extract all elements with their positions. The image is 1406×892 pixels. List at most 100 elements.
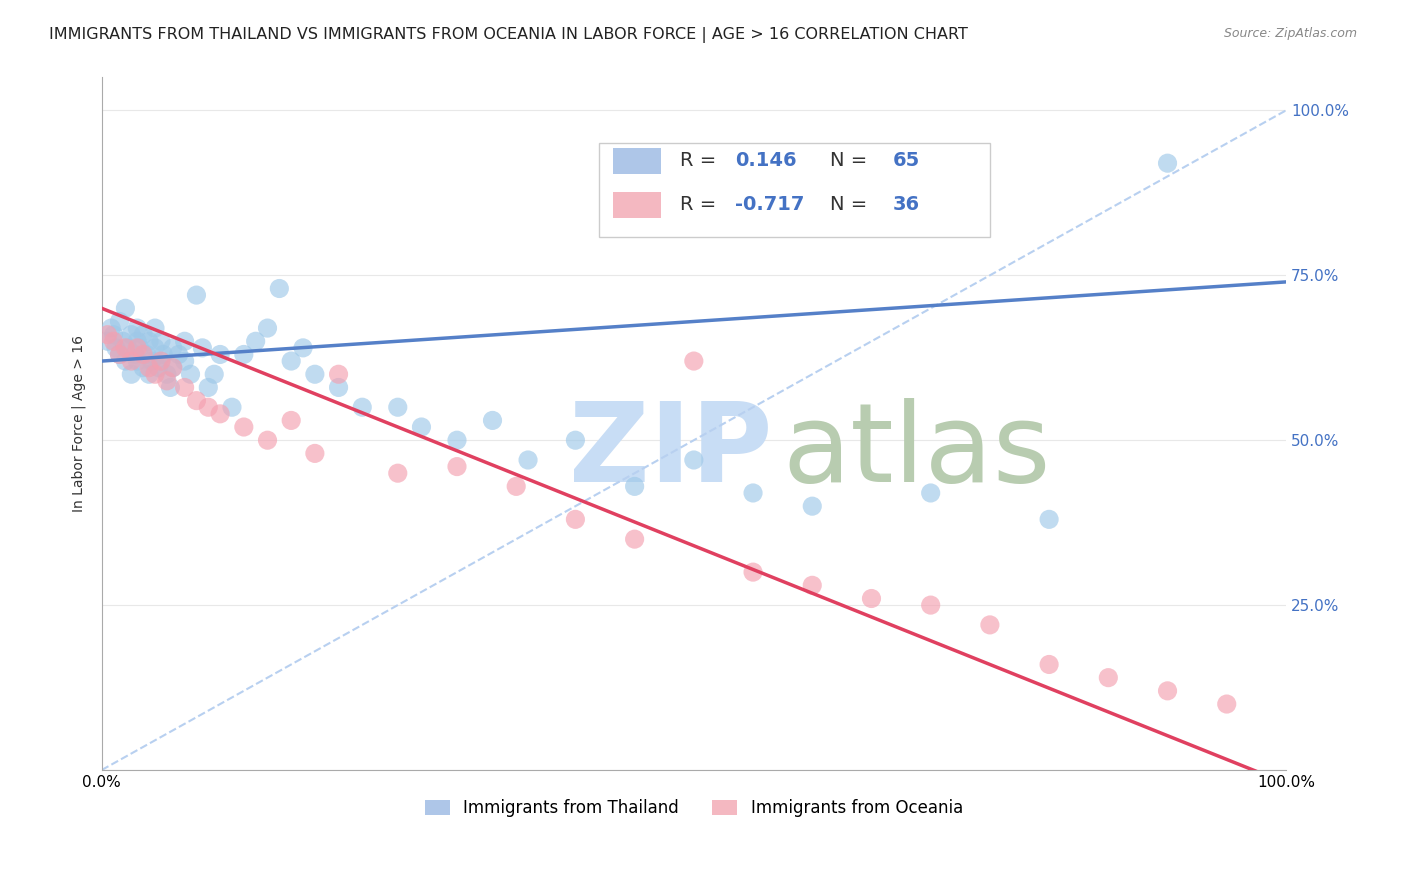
Point bbox=[304, 446, 326, 460]
Point bbox=[481, 413, 503, 427]
Point bbox=[173, 334, 195, 349]
Point bbox=[120, 327, 142, 342]
Point bbox=[132, 327, 155, 342]
Point bbox=[256, 321, 278, 335]
Point bbox=[132, 347, 155, 361]
Point bbox=[446, 434, 468, 448]
Point bbox=[120, 368, 142, 382]
Point bbox=[209, 347, 232, 361]
Point bbox=[682, 453, 704, 467]
Point bbox=[114, 301, 136, 316]
Point bbox=[505, 479, 527, 493]
Point bbox=[114, 354, 136, 368]
Point bbox=[149, 354, 172, 368]
Point bbox=[143, 368, 166, 382]
Point bbox=[446, 459, 468, 474]
Point bbox=[156, 368, 179, 382]
Point bbox=[328, 380, 350, 394]
Point bbox=[742, 486, 765, 500]
Point bbox=[97, 327, 120, 342]
Point bbox=[108, 314, 131, 328]
Text: 36: 36 bbox=[893, 194, 920, 214]
Point bbox=[280, 354, 302, 368]
Point bbox=[232, 420, 254, 434]
Point bbox=[162, 360, 184, 375]
Legend: Immigrants from Thailand, Immigrants from Oceania: Immigrants from Thailand, Immigrants fro… bbox=[418, 793, 970, 824]
Point bbox=[120, 354, 142, 368]
Point bbox=[304, 368, 326, 382]
Point bbox=[564, 512, 586, 526]
Point bbox=[124, 347, 146, 361]
Point bbox=[149, 354, 172, 368]
Point bbox=[564, 434, 586, 448]
Text: N =: N = bbox=[830, 194, 873, 214]
Point bbox=[103, 334, 125, 349]
Point bbox=[162, 341, 184, 355]
Point bbox=[682, 354, 704, 368]
Point bbox=[209, 407, 232, 421]
Point bbox=[159, 380, 181, 394]
Point bbox=[1097, 671, 1119, 685]
Point bbox=[127, 321, 149, 335]
FancyBboxPatch shape bbox=[613, 192, 661, 218]
Point bbox=[156, 374, 179, 388]
Point bbox=[197, 380, 219, 394]
Point bbox=[108, 347, 131, 361]
Point bbox=[1038, 512, 1060, 526]
Point bbox=[180, 368, 202, 382]
Point bbox=[152, 347, 174, 361]
FancyBboxPatch shape bbox=[599, 144, 990, 236]
Point bbox=[920, 486, 942, 500]
Text: atlas: atlas bbox=[783, 398, 1052, 505]
Text: 65: 65 bbox=[893, 151, 920, 170]
Point bbox=[108, 347, 131, 361]
Point bbox=[173, 380, 195, 394]
Point bbox=[245, 334, 267, 349]
Point bbox=[138, 360, 160, 375]
Text: -0.717: -0.717 bbox=[735, 194, 804, 214]
Point bbox=[104, 341, 127, 355]
Point bbox=[135, 347, 157, 361]
Point bbox=[162, 360, 184, 375]
Point bbox=[860, 591, 883, 606]
Text: ZIP: ZIP bbox=[569, 398, 773, 505]
Point bbox=[920, 598, 942, 612]
Text: IMMIGRANTS FROM THAILAND VS IMMIGRANTS FROM OCEANIA IN LABOR FORCE | AGE > 16 CO: IMMIGRANTS FROM THAILAND VS IMMIGRANTS F… bbox=[49, 27, 969, 43]
Point bbox=[221, 401, 243, 415]
Point bbox=[202, 368, 225, 382]
Y-axis label: In Labor Force | Age > 16: In Labor Force | Age > 16 bbox=[72, 335, 86, 512]
Point bbox=[186, 288, 208, 302]
Point bbox=[186, 393, 208, 408]
Point bbox=[112, 334, 135, 349]
Point bbox=[1156, 683, 1178, 698]
Point bbox=[328, 368, 350, 382]
Point bbox=[117, 341, 139, 355]
Point bbox=[127, 341, 149, 355]
Point bbox=[623, 532, 645, 546]
Point bbox=[352, 401, 374, 415]
Point bbox=[979, 618, 1001, 632]
Point bbox=[100, 321, 122, 335]
Point bbox=[127, 334, 149, 349]
Point bbox=[801, 499, 824, 513]
Point bbox=[132, 360, 155, 375]
Point bbox=[173, 354, 195, 368]
Point bbox=[143, 321, 166, 335]
Point bbox=[103, 327, 125, 342]
Point bbox=[143, 341, 166, 355]
Point bbox=[1156, 156, 1178, 170]
Text: 0.146: 0.146 bbox=[735, 151, 797, 170]
Point bbox=[623, 479, 645, 493]
Point bbox=[411, 420, 433, 434]
Point bbox=[292, 341, 315, 355]
Text: N =: N = bbox=[830, 151, 873, 170]
Point bbox=[742, 565, 765, 579]
Text: R =: R = bbox=[679, 151, 723, 170]
Point bbox=[97, 334, 120, 349]
Point bbox=[138, 334, 160, 349]
Point bbox=[141, 354, 163, 368]
Point bbox=[387, 401, 409, 415]
Point bbox=[191, 341, 214, 355]
Point bbox=[280, 413, 302, 427]
Point bbox=[387, 466, 409, 480]
